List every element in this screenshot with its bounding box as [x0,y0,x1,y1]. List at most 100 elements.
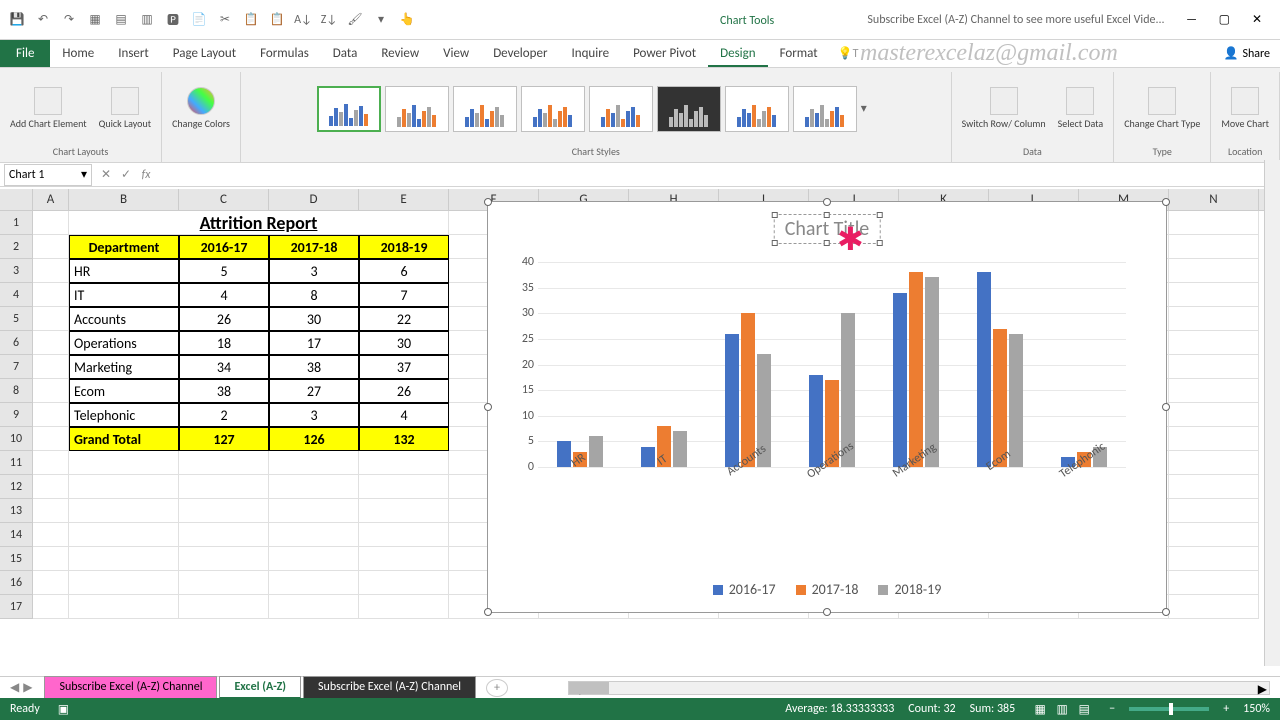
cell[interactable] [1169,499,1259,523]
enter-icon[interactable]: ✓ [116,167,136,182]
cell[interactable] [179,451,269,475]
cell[interactable] [1169,379,1259,403]
cell[interactable] [1169,427,1259,451]
col-header[interactable]: B [69,189,179,210]
cell[interactable] [179,595,269,619]
zoom-out-icon[interactable]: − [1109,702,1115,716]
cell[interactable] [359,499,449,523]
touch-icon[interactable]: 👆 [398,11,416,29]
cell[interactable]: 3 [269,259,359,283]
save-icon[interactable]: 💾 [8,11,26,29]
tab-developer[interactable]: Developer [481,40,559,67]
cell[interactable] [33,283,69,307]
cell[interactable]: 126 [269,427,359,451]
cell[interactable]: Attrition Report [69,211,449,235]
change-colors-button[interactable]: Change Colors [168,85,234,132]
worksheet-grid[interactable]: ABCDEFGHIJKLMN 1Attrition Report2Departm… [0,189,1264,666]
chart-style-thumb[interactable] [725,86,789,132]
cell[interactable]: 26 [359,379,449,403]
chart-style-thumb[interactable] [385,86,449,132]
cell[interactable]: HR [69,259,179,283]
cell[interactable] [1169,475,1259,499]
cell[interactable]: 3 [269,403,359,427]
cell[interactable]: IT [69,283,179,307]
cell[interactable] [1169,523,1259,547]
sort-icon[interactable]: A↓ [294,11,312,29]
cell[interactable] [33,307,69,331]
cell[interactable] [359,451,449,475]
tab-review[interactable]: Review [369,40,431,67]
cell[interactable] [179,475,269,499]
cell[interactable]: 22 [359,307,449,331]
cell[interactable] [179,499,269,523]
row-header[interactable]: 5 [0,307,33,331]
cell[interactable] [1169,331,1259,355]
cell[interactable]: Grand Total [69,427,179,451]
close-icon[interactable]: ✕ [1242,10,1272,30]
cell[interactable] [269,595,359,619]
col-header[interactable]: D [269,189,359,210]
cell[interactable]: 2 [179,403,269,427]
cell[interactable] [269,523,359,547]
cell[interactable] [359,571,449,595]
cell[interactable] [269,571,359,595]
paste-icon[interactable]: 📋 [268,11,286,29]
file-tab[interactable]: File [0,40,50,67]
cell[interactable] [33,427,69,451]
row-header[interactable]: 2 [0,235,33,259]
cell[interactable]: 4 [179,283,269,307]
cell[interactable] [359,595,449,619]
cell[interactable] [33,235,69,259]
chart-style-thumb[interactable] [317,86,381,132]
cell[interactable] [69,475,179,499]
cell[interactable] [1169,451,1259,475]
row-header[interactable]: 7 [0,355,33,379]
formula-input[interactable] [156,164,1280,186]
cell[interactable]: 37 [359,355,449,379]
cell[interactable] [33,547,69,571]
cell[interactable] [1169,355,1259,379]
copy-icon[interactable]: 📋 [242,11,260,29]
row-header[interactable]: 9 [0,403,33,427]
row-header[interactable]: 13 [0,499,33,523]
cell[interactable] [1169,403,1259,427]
qat-icon[interactable]: ▾ [372,11,390,29]
cell[interactable] [33,571,69,595]
cell[interactable]: 2017-18 [269,235,359,259]
cell[interactable]: 2016-17 [179,235,269,259]
row-header[interactable]: 4 [0,283,33,307]
select-data-button[interactable]: Select Data [1054,85,1108,132]
row-header[interactable]: 11 [0,451,33,475]
minimize-icon[interactable]: — [1177,10,1207,30]
cell[interactable] [33,331,69,355]
tab-view[interactable]: View [431,40,481,67]
cell[interactable] [69,595,179,619]
row-header[interactable]: 12 [0,475,33,499]
row-header[interactable]: 15 [0,547,33,571]
cell[interactable] [1169,283,1259,307]
cell[interactable] [1169,307,1259,331]
tab-inquire[interactable]: Inquire [559,40,621,67]
horizontal-scrollbar[interactable]: ◀▶ [568,681,1270,695]
cell[interactable] [69,451,179,475]
brush-icon[interactable]: 🖌 [346,11,364,29]
page-layout-icon[interactable]: ▥ [1051,702,1073,717]
cell[interactable] [1169,235,1259,259]
row-header[interactable]: 14 [0,523,33,547]
row-header[interactable]: 1 [0,211,33,235]
tab-format[interactable]: Format [768,40,830,67]
cell[interactable]: 38 [179,379,269,403]
tab-data[interactable]: Data [321,40,370,67]
cell[interactable]: Operations [69,331,179,355]
qat-icon[interactable]: ▤ [112,11,130,29]
col-header[interactable]: A [33,189,69,210]
cell[interactable]: Marketing [69,355,179,379]
chart-object[interactable]: Chart Title ✱ 0510152025303540 HRITAccou… [487,201,1167,613]
cell[interactable] [69,523,179,547]
zoom-slider[interactable] [1129,707,1209,711]
cell[interactable] [269,547,359,571]
tab-page-layout[interactable]: Page Layout [161,40,248,67]
cell[interactable]: 26 [179,307,269,331]
col-header[interactable]: N [1169,189,1259,210]
cut-icon[interactable]: ✂ [216,11,234,29]
